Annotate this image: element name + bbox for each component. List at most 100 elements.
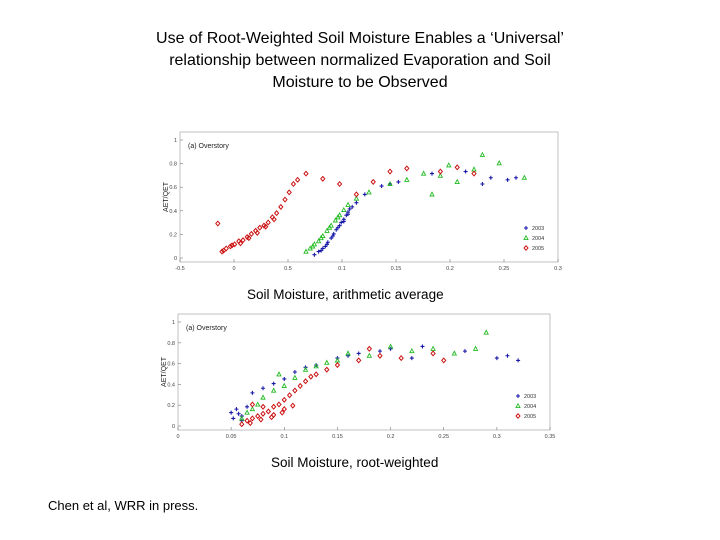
caption-root-weighted: Soil Moisture, root-weighted [271,455,439,470]
chart1-point-2004 [318,234,324,241]
chart2-x-tick-label: 0.35 [545,434,556,440]
chart2-point-2004 [387,343,394,349]
chart2-point-2004 [244,409,250,415]
chart2-point-2005 [249,415,256,422]
chart1-point-2004 [345,201,351,207]
chart1-point-2003 [505,177,510,182]
title-line-3: Moisture to be Observed [272,74,448,91]
chart2-point-2004 [451,350,458,356]
chart2-point-2004 [292,374,298,380]
chart2-point-2005 [260,410,266,417]
chart2-y-tick-label: 0.4 [167,382,175,388]
chart2-point-2003 [282,376,287,381]
chart2-point-2005 [290,402,296,409]
chart1-point-2004 [496,160,502,166]
chart1-point-2004 [387,180,393,187]
chart1-point-2005 [257,224,263,231]
chart2-y-tick-label: 0.2 [167,403,175,409]
chart1-y-axis-label: AET/QET [163,181,170,212]
chart1-point-2003 [334,227,339,232]
chart2-y-tick-label: 0 [172,424,175,430]
chart2-x-tick-label: 0.3 [493,434,501,440]
chart1-y-tick-label: 0.2 [169,232,177,238]
chart2-point-2003 [346,353,351,358]
chart2-legend-label: 2004 [524,404,536,410]
chart1-point-2003 [323,244,328,249]
chart2-point-2005 [268,414,275,421]
title-line-2: relationship between normalized Evaporat… [169,52,551,69]
chart1-y-tick-label: 0.8 [169,162,177,168]
chart1-point-2003 [379,184,384,189]
chart1-point-2005 [404,165,410,172]
chart2-point-2005 [430,350,436,357]
chart2-point-2004 [270,387,277,393]
scatter-plot-root-weighted-svg: 0 0.05 0.1 0.15 0.2 0.25 0.3 0.35 1 0.8 0.6 0.4 0.2 0… [161,313,556,440]
chart1-point-2003 [347,206,352,211]
chart2-point-2005 [308,373,314,380]
chart2-point-2005 [260,403,266,410]
chart2-point-2003 [420,344,425,349]
chart1-point-2004 [303,248,309,254]
chart2-point-2005 [302,378,309,385]
chart2-point-2004 [334,357,341,363]
chart2-point-2005 [441,357,447,364]
chart1-point-2004 [309,243,316,249]
chart1-point-2005 [294,176,301,183]
chart1-legend-label: 2005 [532,246,544,252]
chart1-x-tick-label: -0.5 [175,266,184,272]
chart2-y-tick-label: 0.8 [167,341,175,347]
chart1-point-2004 [332,217,339,223]
chart1-point-2005 [387,168,393,175]
chart2-point-2005 [292,387,298,394]
chart1-point-2005 [237,240,244,247]
chart1-point-2003 [362,192,367,197]
chart2-point-2005 [276,401,282,408]
title-line-1: Use of Root-Weighted Soil Moisture Enabl… [156,30,564,47]
chart2-legend-marker-2004 [515,402,521,409]
chart2-point-2005 [247,419,253,427]
chart1-y-tick-label: 0.6 [169,185,177,191]
chart2-x-tick-label: 0 [176,434,179,440]
chart2-point-2003 [292,370,297,374]
chart1-point-2005 [246,235,252,242]
chart1-point-2003 [463,169,468,174]
chart2-y-tick-label: 1 [172,320,175,326]
chart1-point-2003 [331,231,336,236]
chart2-legend-label: 2005 [524,414,536,420]
chart2-series-2004 [239,329,489,421]
chart1-point-2005 [303,170,309,177]
chart1-point-2003 [480,182,485,186]
chart1-point-2005 [271,216,277,223]
chart1-x-tick-label: 0.5 [284,266,292,272]
chart1-point-2005 [273,210,280,217]
chart2-series-2005 [239,345,447,428]
chart2-y-tick-label: 0.6 [167,362,175,368]
chart1-point-2005 [353,191,360,198]
chart1-point-2003 [339,220,344,225]
chart1-x-tick-label: 0 [232,266,235,272]
chart1-series-2004 [303,151,528,254]
chart1-point-2004 [420,170,427,176]
chart1-point-2003 [325,240,330,245]
chart1-point-2005 [437,168,444,175]
chart1-point-2003 [488,175,493,180]
chart2-point-2005 [258,416,264,423]
chart2-point-2004 [281,382,288,388]
chart1-point-2005 [290,180,297,188]
chart2-frame [177,313,551,431]
chart1-point-2004 [366,189,372,195]
chart1-point-2004 [315,238,322,244]
chart1-point-2005 [223,245,229,252]
chart1-point-2003 [514,175,518,180]
chart1-series-2003 [312,169,518,257]
chart2-point-2005 [265,408,272,415]
chart1-legend-marker-2003 [524,226,528,230]
chart1-legend-label: 2004 [532,236,544,242]
chart1-point-2005 [278,203,284,210]
chart1-point-2003 [354,200,359,205]
chart2-point-2003 [494,356,499,361]
chart1-x-tick-label: 0.1 [338,266,346,272]
chart2-point-2004 [254,401,261,407]
chart2-point-2005 [377,352,383,359]
chart2-point-2003 [356,351,361,356]
